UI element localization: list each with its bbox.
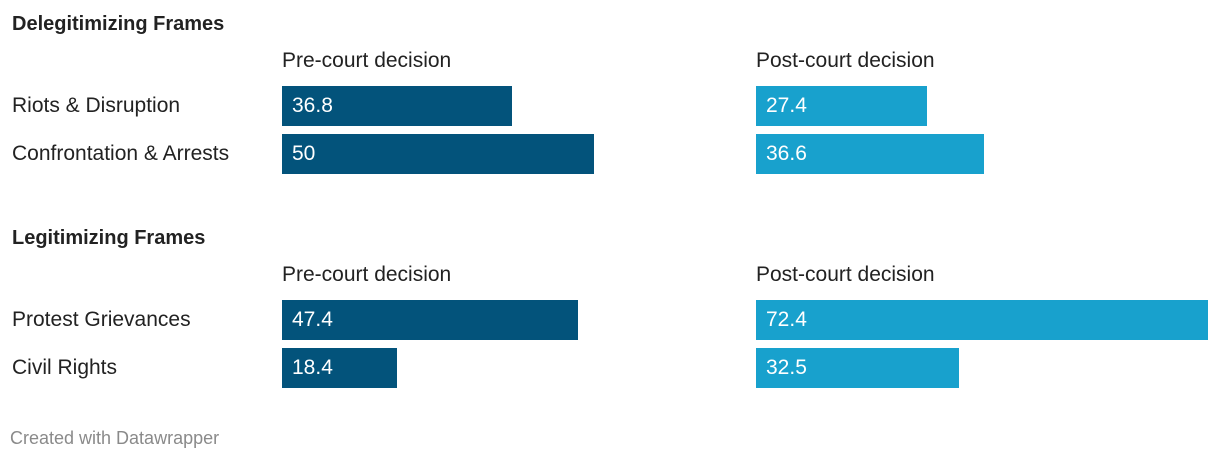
bar-value-label: 18.4 xyxy=(292,356,333,379)
delegitimizing-section: Delegitimizing Frames Pre-court decision… xyxy=(0,0,1220,190)
bar-value-label: 72.4 xyxy=(766,308,807,331)
bar-post-confrontation: 36.6 xyxy=(756,134,985,174)
footer-credit: Created with Datawrapper xyxy=(10,428,220,448)
section-title: Delegitimizing Frames xyxy=(12,13,225,35)
legitimizing-section: Legitimizing Frames Pre-court decision P… xyxy=(0,214,1220,404)
bar-post-civil-rights: 32.5 xyxy=(756,348,959,388)
category-label: Confrontation & Arrests xyxy=(12,142,230,165)
bar-value-label: 47.4 xyxy=(292,308,333,331)
column-label-pre: Pre-court decision xyxy=(282,49,452,72)
category-label: Protest Grievances xyxy=(12,308,191,331)
category-label: Civil Rights xyxy=(12,356,118,379)
bar-pre-riots: 36.8 xyxy=(282,86,512,126)
section-title: Legitimizing Frames xyxy=(12,227,206,249)
column-label-post: Post-court decision xyxy=(756,263,935,286)
bar-pre-confrontation: 50 xyxy=(282,134,594,174)
bar-value-label: 50 xyxy=(292,142,316,165)
bar-value-label: 32.5 xyxy=(766,356,807,379)
bar-post-riots: 27.4 xyxy=(756,86,927,126)
column-label-post: Post-court decision xyxy=(756,49,935,72)
column-label-pre: Pre-court decision xyxy=(282,263,452,286)
bar-value-label: 36.6 xyxy=(766,142,807,165)
bar-value-label: 36.8 xyxy=(292,94,333,117)
bar-value-label: 27.4 xyxy=(766,94,807,117)
bar-post-grievances: 72.4 xyxy=(756,300,1208,340)
bar-pre-civil-rights: 18.4 xyxy=(282,348,397,388)
bar-pre-grievances: 47.4 xyxy=(282,300,578,340)
category-label: Riots & Disruption xyxy=(12,94,181,117)
